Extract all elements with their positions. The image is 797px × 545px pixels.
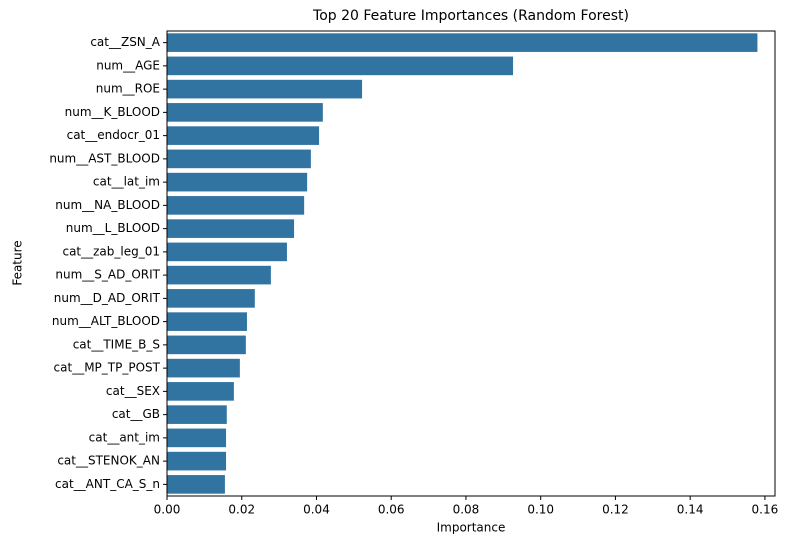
x-tick-label: 0.02 [228, 503, 255, 517]
y-tick-label: num__D_AD_ORIT [54, 291, 161, 305]
bar [167, 382, 234, 401]
y-tick-label: cat__ZSN_A [90, 35, 160, 49]
x-tick-label: 0.12 [602, 503, 629, 517]
bar [167, 242, 287, 262]
bar [167, 265, 271, 285]
y-tick-label: num__AST_BLOOD [49, 151, 160, 165]
x-tick-label: 0.06 [378, 503, 405, 517]
y-tick-label: num__ALT_BLOOD [52, 314, 160, 328]
bar [167, 196, 305, 215]
y-tick-label: num__S_AD_ORIT [55, 268, 160, 282]
y-tick-label: cat__MP_TP_POST [54, 361, 161, 375]
y-tick-label: cat__lat_im [93, 175, 160, 189]
y-tick-label: cat__SEX [106, 384, 160, 398]
y-tick-label: num__L_BLOOD [66, 221, 160, 235]
x-axis-label: Importance [437, 521, 506, 535]
bar [167, 33, 758, 52]
bar [167, 428, 227, 448]
x-tick-label: 0.16 [752, 503, 779, 517]
y-tick-label: num__AGE [96, 58, 160, 72]
y-tick-label: cat__TIME_B_S [73, 337, 160, 351]
x-tick-label: 0.00 [154, 503, 181, 517]
y-tick-label: cat__endocr_01 [67, 128, 160, 142]
bar [167, 172, 308, 192]
chart-title: Top 20 Feature Importances (Random Fores… [312, 8, 629, 24]
bar [167, 451, 227, 471]
y-tick-label: cat__ant_im [89, 430, 160, 444]
bar [167, 219, 295, 238]
x-tick-label: 0.04 [303, 503, 330, 517]
bar [167, 103, 323, 122]
y-tick-label: cat__ANT_CA_S_n [55, 477, 160, 491]
bar [167, 79, 363, 99]
y-tick-label: num__K_BLOOD [65, 105, 160, 119]
y-tick-label: cat__STENOK_AN [57, 454, 160, 468]
plot-frame [166, 30, 776, 497]
bar [167, 405, 227, 424]
x-tick-label: 0.10 [527, 503, 554, 517]
bar [167, 358, 240, 378]
y-tick-label: num__ROE [96, 82, 160, 96]
bar [167, 56, 514, 76]
bar [167, 475, 225, 494]
bar [167, 289, 255, 308]
bar [167, 149, 311, 169]
y-tick-label: num__NA_BLOOD [55, 198, 160, 212]
bar [167, 312, 247, 331]
x-tick-label: 0.08 [453, 503, 480, 517]
bar [167, 126, 320, 145]
y-tick-label: cat__zab_leg_01 [62, 244, 160, 258]
y-axis-label: Feature [11, 240, 25, 285]
x-tick-label: 0.14 [677, 503, 704, 517]
bar [167, 335, 246, 355]
y-tick-label: cat__GB [112, 407, 160, 421]
